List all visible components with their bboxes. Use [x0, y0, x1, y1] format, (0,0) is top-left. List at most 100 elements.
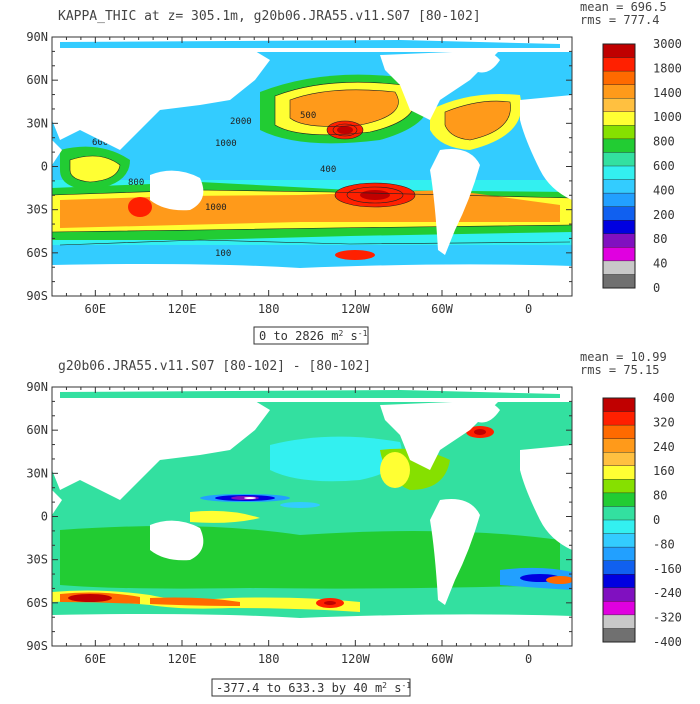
range-label-unit-exp: 2 [338, 329, 343, 338]
colorbar-swatch [602, 152, 636, 167]
colorbar-swatch [602, 465, 636, 480]
lon-label: 60W [431, 652, 453, 666]
colorbar-label: 320 [653, 415, 675, 429]
rms-text: rms = 75.15 [580, 363, 659, 377]
colorbar-swatch [602, 206, 636, 221]
colorbar-swatch [602, 70, 636, 86]
colorbar-label: 400 [653, 183, 675, 197]
contour-label: 600 [92, 138, 108, 148]
colorbar-swatch [602, 574, 636, 589]
lat-tick-labels: 90N 60N 30N 0 30S 60S 90S [26, 380, 48, 653]
lat-label: 60N [26, 73, 48, 87]
colorbar-label: 0 [653, 281, 660, 295]
colorbar-swatch [602, 546, 636, 562]
colorbar-swatch [602, 533, 636, 548]
axis-ticks [51, 36, 573, 297]
lat-label: 0 [41, 510, 48, 524]
range-label: 0 to 2826 m2 s-1 [253, 326, 369, 345]
colorbar-swatch [602, 274, 636, 289]
lat-label: 90N [26, 380, 48, 394]
lon-label: 120W [341, 302, 371, 316]
axis-ticks [51, 386, 573, 647]
colorbar-frame [602, 397, 636, 643]
range-label-text: -377.4 to 633.3 by 40 m [216, 681, 382, 695]
mean-text: mean = 696.5 [580, 0, 667, 14]
lat-label: 30N [26, 466, 48, 480]
lon-label: 120W [341, 652, 371, 666]
colorbar-label: -400 [653, 635, 682, 649]
range-label-s: s [387, 681, 401, 695]
range-label-text: 0 to 2826 m [259, 329, 338, 343]
colorbar-swatch [602, 601, 636, 616]
colorbar-label: 0 [653, 513, 660, 527]
colorbar-swatch [602, 424, 636, 440]
contour-label: 400 [320, 165, 336, 175]
colorbar-swatch [602, 397, 636, 413]
colorbar-label: 240 [653, 440, 675, 454]
lon-label: 60E [84, 652, 106, 666]
contour-label: 2000 [230, 117, 252, 127]
panel-difference: g20b06.JRA55.v11.S07 [80-102] - [80-102]… [0, 350, 700, 700]
colorbar: 400 320 240 160 80 0 -80 -160 -240 -320 -400 [602, 391, 682, 649]
colorbar-swatch [602, 43, 636, 59]
map-plot-top: KAPPA_THIC at z= 305.1m, g20b06.JRA55.v1… [26, 0, 682, 345]
lon-tick-labels: 60E 120E 180 120W 60W 0 [84, 302, 532, 316]
lon-label: 180 [258, 652, 280, 666]
land-mask [52, 48, 572, 296]
colorbar-swatch [602, 479, 636, 494]
colorbar-swatch [602, 98, 636, 113]
lat-label: 30N [26, 116, 48, 130]
plot-title: g20b06.JRA55.v11.S07 [80-102] - [80-102] [58, 359, 371, 374]
lat-tick-labels: 90N 60N 30N 0 30S 60S 90S [26, 30, 48, 303]
lat-label: 90S [26, 289, 48, 303]
colorbar-label: 1400 [653, 86, 682, 100]
lat-label: 30S [26, 203, 48, 217]
lon-tick-labels: 60E 120E 180 120W 60W 0 [84, 652, 532, 666]
colorbar-label: -80 [653, 537, 675, 551]
colorbar-label: 80 [653, 489, 667, 503]
colorbar-swatch [602, 587, 636, 602]
map-plot-bottom: g20b06.JRA55.v11.S07 [80-102] - [80-102]… [26, 350, 682, 697]
lon-label: 180 [258, 302, 280, 316]
contour-label: 500 [300, 111, 316, 121]
range-label-unit-exp: 2 [382, 681, 387, 690]
range-label-s: s [343, 329, 357, 343]
colorbar-swatch [602, 519, 636, 535]
colorbar-label: 160 [653, 464, 675, 478]
colorbar-swatch [602, 506, 636, 521]
contour-label: 100 [215, 249, 231, 259]
colorbar-swatch [602, 138, 636, 153]
colorbar-label: 3000 [653, 37, 682, 51]
mean-text: mean = 10.99 [580, 350, 667, 364]
colorbar-swatch [602, 492, 636, 507]
colorbar-swatch [602, 233, 636, 248]
colorbar-swatch [602, 84, 636, 99]
panel-kappa-thic: KAPPA_THIC at z= 305.1m, g20b06.JRA55.v1… [0, 0, 700, 350]
colorbar-swatch [602, 411, 636, 426]
contour-label: 1000 [215, 139, 237, 149]
svg-text:-377.4 to 633.3 by 40 m2 s-1: -377.4 to 633.3 by 40 m2 s-1 [216, 681, 411, 696]
colorbar-frame [602, 43, 636, 289]
colorbar-label: -160 [653, 562, 682, 576]
colorbar-label: 1000 [653, 110, 682, 124]
lon-label: 0 [525, 302, 532, 316]
colorbar-label: 800 [653, 135, 675, 149]
field-map: 600 1000 2000 400 800 1000 500 100 [52, 37, 572, 296]
lat-label: 60S [26, 596, 48, 610]
range-label-s-exp: -1 [401, 681, 411, 690]
colorbar-swatch [602, 614, 636, 629]
lon-label: 60W [431, 302, 453, 316]
lon-label: 120E [168, 652, 197, 666]
plot-title: KAPPA_THIC at z= 305.1m, g20b06.JRA55.v1… [58, 9, 481, 24]
land-mask [52, 398, 572, 646]
colorbar-label: 1800 [653, 61, 682, 75]
contour-label: 1000 [205, 203, 227, 213]
colorbar-label: 600 [653, 159, 675, 173]
colorbar-label: 400 [653, 391, 675, 405]
colorbar-swatch [602, 220, 636, 235]
colorbar-swatch [602, 111, 636, 126]
colorbar-swatch [602, 57, 636, 72]
lat-label: 60N [26, 423, 48, 437]
colorbar-swatch [602, 165, 636, 181]
